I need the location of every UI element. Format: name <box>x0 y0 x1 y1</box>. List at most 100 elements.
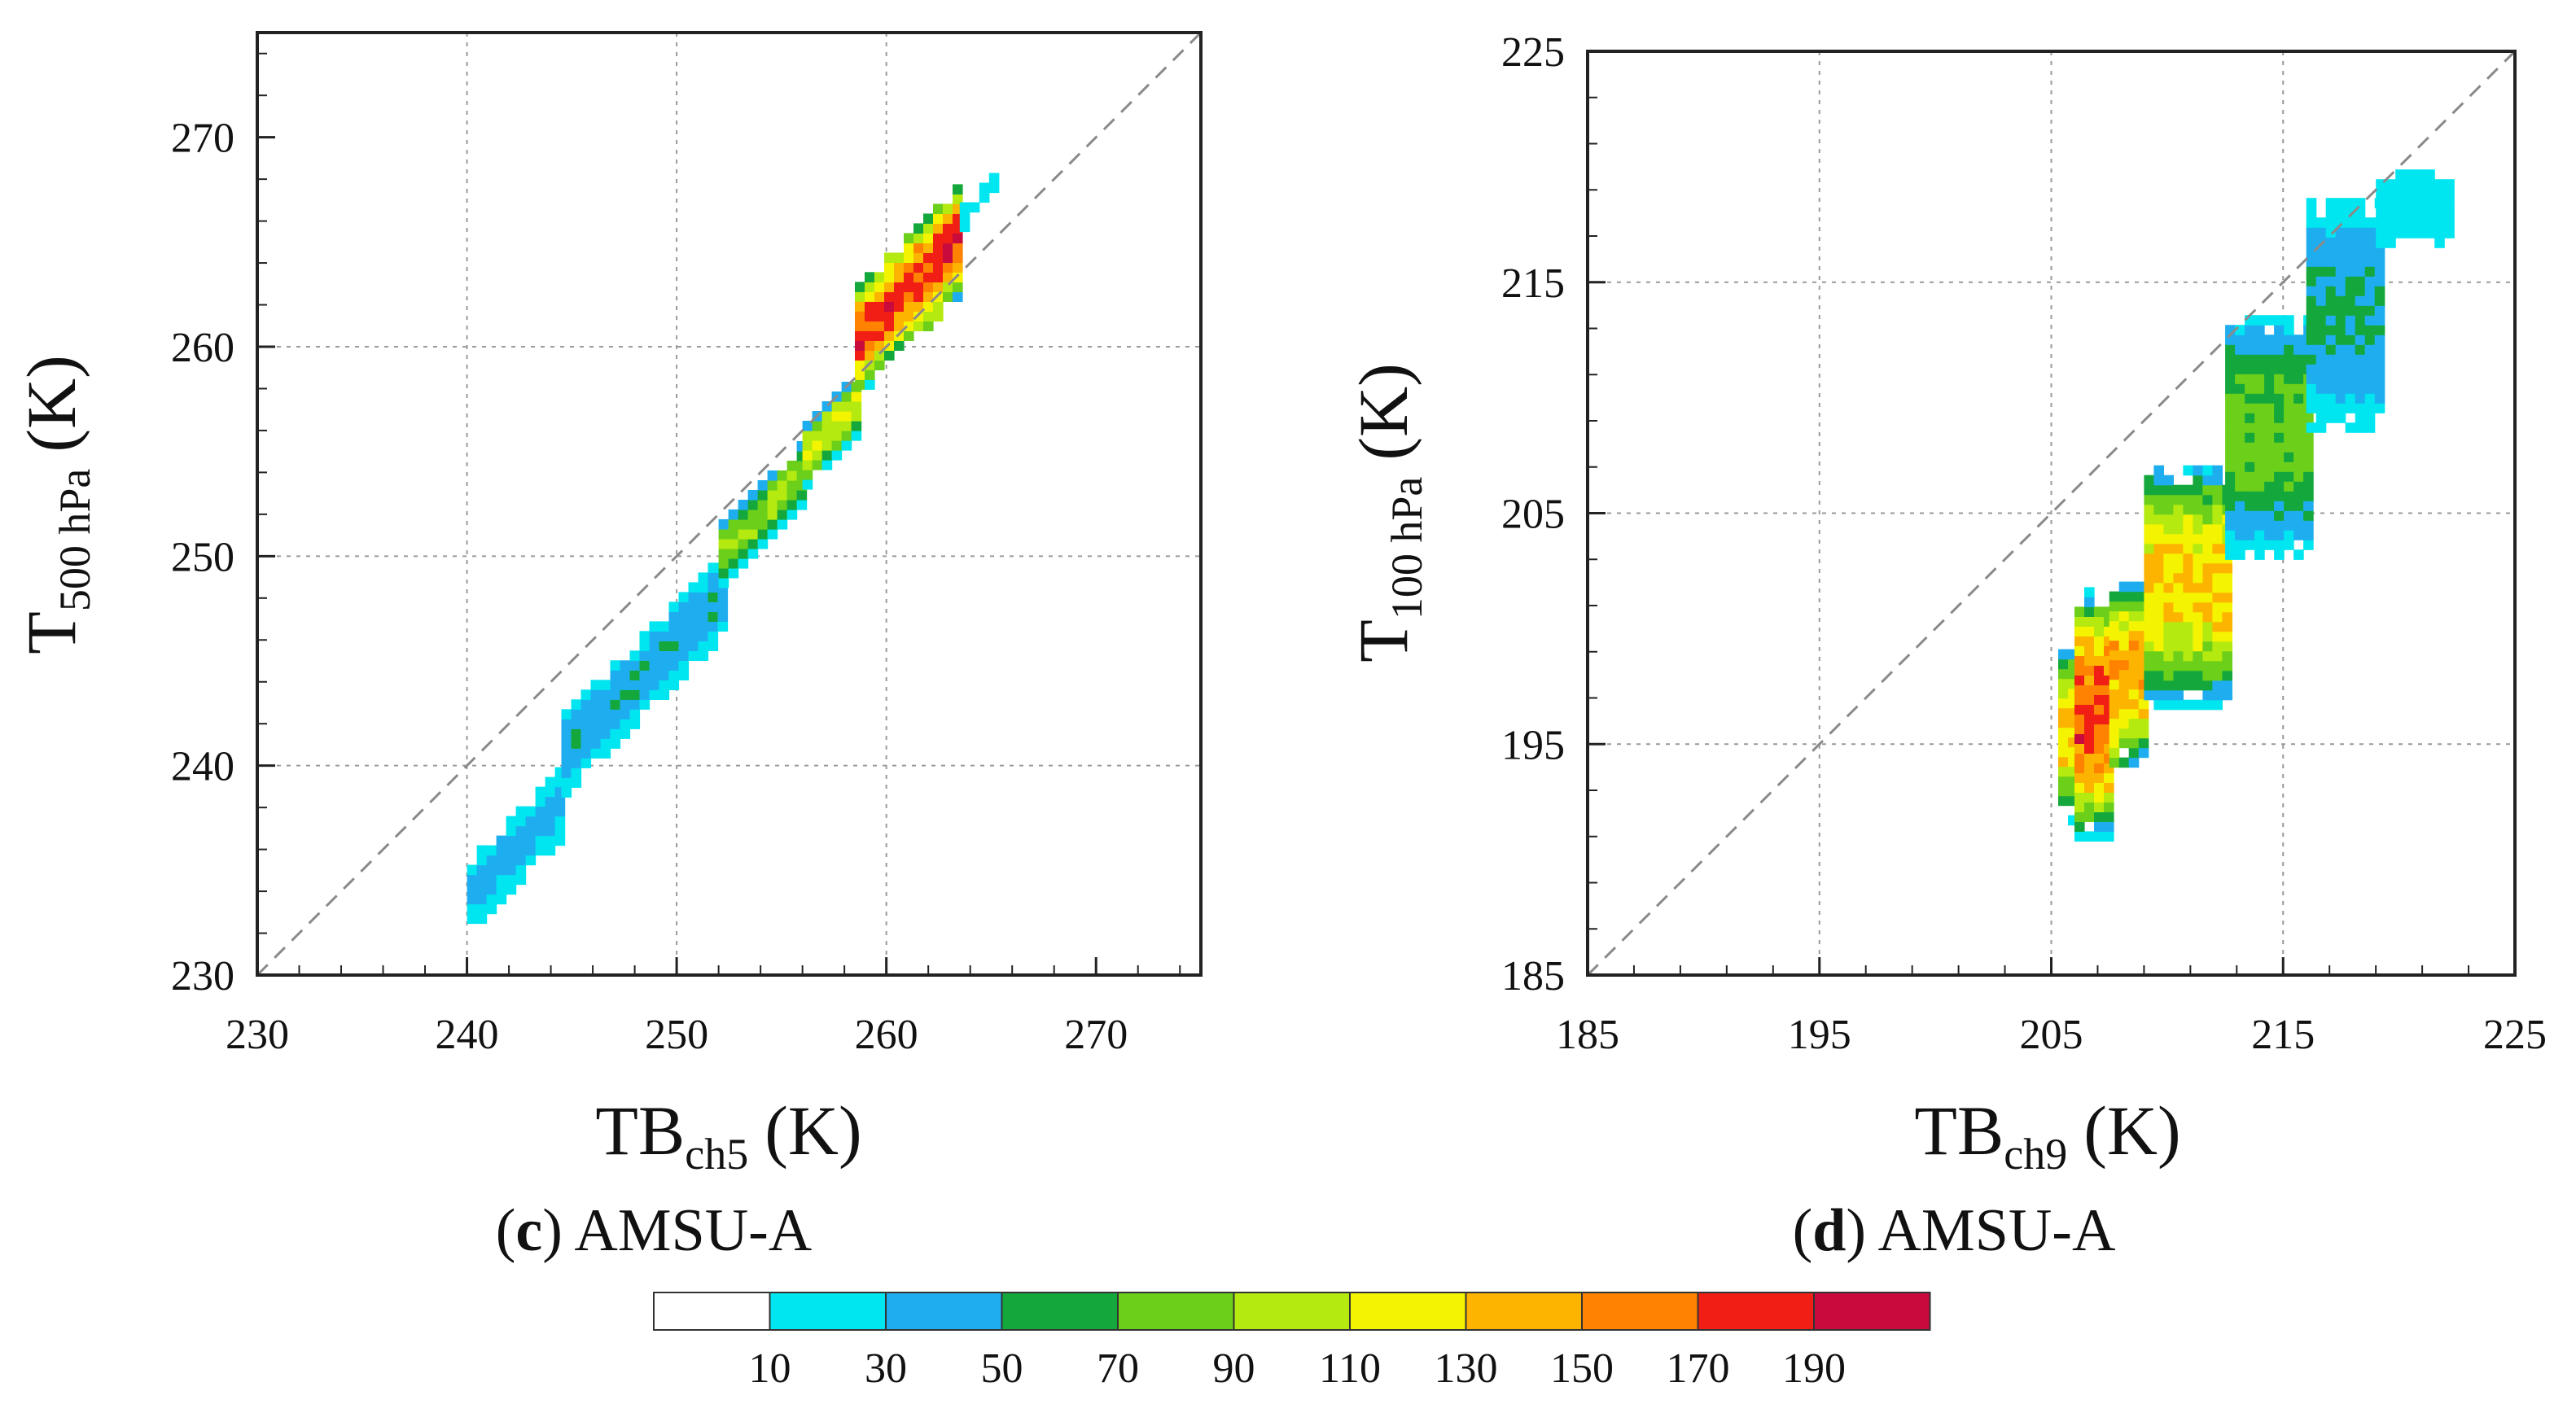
panel-d-density-cell <box>2364 295 2376 306</box>
panel-d-density-cell <box>2153 572 2164 584</box>
panel-d-density-cell <box>2315 227 2327 238</box>
panel-d-density-cell <box>2325 237 2337 247</box>
panel-c-density-cell <box>943 223 953 234</box>
panel-d-density-cell <box>2118 689 2130 700</box>
panel-c-density-cell <box>718 577 729 588</box>
panel-d-density-cell <box>2173 504 2184 515</box>
panel-d-density-cell <box>2264 540 2275 550</box>
panel-c-density-cell <box>668 660 680 671</box>
panel-c-density-cell <box>728 567 739 579</box>
panel-d-density-cell <box>2109 728 2120 739</box>
panel-d-density-cell <box>2222 592 2232 603</box>
panel-d-density-cell <box>2058 737 2069 748</box>
panel-d-density-cell <box>2193 631 2203 642</box>
panel-c-density-cell <box>841 391 852 402</box>
panel-c-density-cell <box>476 913 488 925</box>
panel-c-letter: c <box>515 1197 542 1264</box>
panel-c-density-cell <box>659 650 670 661</box>
panel-c-density-cell <box>590 728 602 739</box>
panel-d-density-cell <box>2202 533 2213 545</box>
panel-d-density-cell <box>2225 481 2236 492</box>
panel-d-xtick-label: 195 <box>1788 1012 1851 1058</box>
panel-c-xtick-label: 260 <box>855 1012 918 1058</box>
panel-c-density-cell <box>708 572 719 583</box>
panel-c-density-cell <box>865 291 875 302</box>
panel-c-density-cell <box>496 884 507 895</box>
panel-c-density-cell <box>525 835 537 846</box>
panel-d-density-cell <box>2074 616 2085 627</box>
panel-d-density-cell <box>2173 631 2184 642</box>
panel-d-density-cell <box>2434 238 2445 248</box>
panel-c-density-cell <box>851 411 862 422</box>
colorbar-swatch <box>1813 1292 1931 1331</box>
panel-c-density-cell <box>668 641 680 651</box>
colorbar-swatch <box>1117 1292 1235 1331</box>
panel-c-density-cell <box>979 182 990 194</box>
panel-d-density-cell <box>2264 354 2275 365</box>
panel-d-density-cell <box>2293 383 2304 394</box>
panel-d-density-cell <box>2245 520 2255 531</box>
panel-c-density-cell <box>535 786 546 798</box>
panel-d-density-cell <box>2335 354 2346 365</box>
colorbar-tick-label: 190 <box>1782 1345 1846 1392</box>
panel-c-density-cell <box>688 631 699 641</box>
panel-d-density-cell <box>2128 679 2140 690</box>
panel-c-density-cell <box>894 340 905 351</box>
panel-d-density-cell <box>2254 432 2265 443</box>
panel-d-density-cell <box>2153 543 2164 554</box>
panel-d-density-cell <box>2173 689 2184 701</box>
panel-d-density-cell <box>2264 364 2275 374</box>
panel-c-density-cell <box>717 592 729 602</box>
panel-d-density-cell <box>2364 227 2376 238</box>
panel-c-xtick-label: 270 <box>1064 1012 1128 1058</box>
panel-d-density-cell <box>2144 680 2154 691</box>
panel-d-density-cell <box>2084 704 2095 715</box>
panel-d-density-cell <box>2293 501 2304 511</box>
panel-d-density-cell <box>2274 549 2285 560</box>
panel-d-density-cell <box>2058 698 2069 709</box>
panel-d-density-cell <box>2315 325 2327 335</box>
panel-c-density-cell <box>678 650 690 661</box>
panel-d-density-cell <box>2128 698 2140 710</box>
panel-c-density-cell <box>913 262 924 273</box>
panel-d-density-cell <box>2222 660 2232 671</box>
panel-d-density-cell <box>2325 383 2337 394</box>
panel-d-density-cell <box>2153 484 2164 496</box>
panel-c-density-cell <box>865 282 875 292</box>
panel-c-density-cell <box>486 894 497 905</box>
panel-d-density-cell <box>2274 452 2285 462</box>
panel-c-density-cell <box>600 709 611 719</box>
panel-c-density-cell <box>496 835 507 846</box>
panel-d-density-cell <box>2094 772 2105 783</box>
panel-d-density-cell <box>2193 641 2203 652</box>
panel-d-density-cell <box>2183 670 2193 681</box>
panel-d-density-cell <box>2245 432 2255 443</box>
panel-d-density-cell <box>2355 383 2366 394</box>
panel-d-density-cell <box>2109 610 2120 622</box>
panel-d-density-cell <box>2303 491 2314 501</box>
panel-d-density-cell <box>2355 325 2366 335</box>
panel-d-density-cell <box>2315 364 2327 374</box>
panel-c-density-cell <box>969 202 980 213</box>
panel-c-density-cell <box>515 806 527 817</box>
panel-d-density-cell <box>2315 335 2327 345</box>
panel-c-density-cell <box>894 301 905 312</box>
panel-d-density-cell <box>2274 413 2285 423</box>
panel-c-density-cell <box>515 816 527 827</box>
panel-d-density-cell <box>2202 592 2213 603</box>
panel-d-density-cell <box>2163 641 2174 652</box>
panel-d-density-cell <box>2293 413 2304 423</box>
panel-c-density-cell <box>525 806 537 817</box>
panel-d-density-cell <box>2225 540 2236 550</box>
panel-c-density-cell <box>953 291 963 302</box>
panel-d-density-cell <box>2212 611 2223 623</box>
panel-d-density-cell <box>2153 465 2164 476</box>
panel-d-density-cell <box>2183 543 2193 554</box>
panel-d-density-cell <box>2335 286 2346 296</box>
panel-d-density-cell <box>2374 276 2385 286</box>
panel-d-density-cell <box>2325 325 2337 335</box>
panel-c-density-cell <box>884 330 895 341</box>
panel-d-density-cell <box>2163 621 2174 632</box>
panel-d-density-cell <box>2284 530 2294 540</box>
panel-d-density-cell <box>2235 530 2245 540</box>
